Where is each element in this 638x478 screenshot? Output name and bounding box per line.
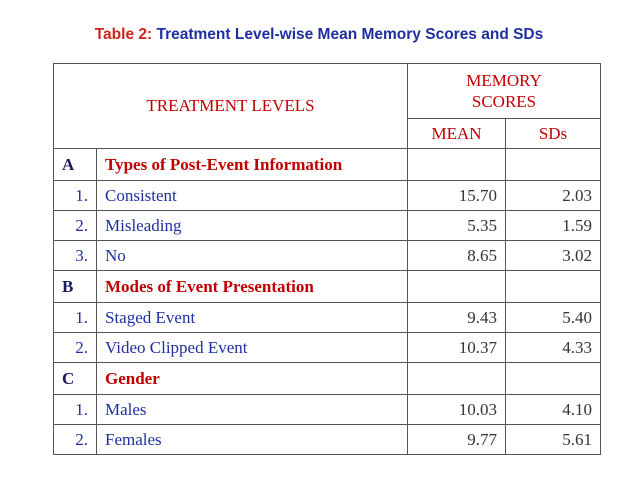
item-row: 2. Video Clipped Event 10.37 4.33 — [53, 332, 601, 363]
item-number: 3. — [53, 240, 97, 271]
mean-value: 9.77 — [407, 424, 506, 455]
sd-value: 2.03 — [505, 180, 601, 211]
mean-value: 10.03 — [407, 394, 506, 425]
empty-cell — [505, 148, 601, 181]
sd-value: 4.33 — [505, 332, 601, 363]
item-label: No — [96, 240, 408, 271]
header-cell: SDs — [505, 118, 601, 149]
mean-value: 9.43 — [407, 302, 506, 333]
header-cell: MEAN — [407, 118, 506, 149]
sd-value: 5.61 — [505, 424, 601, 455]
section-row: B Modes of Event Presentation — [53, 270, 601, 303]
empty-cell — [505, 270, 601, 303]
item-label: Males — [96, 394, 408, 425]
section-title: Modes of Event Presentation — [96, 270, 408, 303]
item-number: 1. — [53, 394, 97, 425]
section-title: Gender — [96, 362, 408, 395]
section-title: Types of Post-Event Information — [96, 148, 408, 181]
item-row: 1. Males 10.03 4.10 — [53, 394, 601, 425]
item-label: Video Clipped Event — [96, 332, 408, 363]
scores-table: TREATMENT LEVELS MEMORY SCORES MEAN SDs … — [53, 63, 601, 455]
item-row: 1. Staged Event 9.43 5.40 — [53, 302, 601, 333]
item-row: 1. Consistent 15.70 2.03 — [53, 180, 601, 211]
table-body: TREATMENT LEVELS MEMORY SCORES MEAN SDs … — [53, 63, 601, 455]
empty-cell — [407, 362, 506, 395]
section-letter: C — [53, 362, 97, 395]
item-label: Staged Event — [96, 302, 408, 333]
table-title: Table 2: Treatment Level-wise Mean Memor… — [0, 26, 638, 44]
section-row: A Types of Post-Event Information — [53, 148, 601, 181]
mean-value: 5.35 — [407, 210, 506, 241]
item-label: Consistent — [96, 180, 408, 211]
header-cell: MEMORY SCORES — [407, 63, 601, 119]
empty-cell — [407, 270, 506, 303]
item-label: Misleading — [96, 210, 408, 241]
empty-cell — [407, 148, 506, 181]
item-number: 2. — [53, 332, 97, 363]
item-label: Females — [96, 424, 408, 455]
item-number: 1. — [53, 302, 97, 333]
item-number: 2. — [53, 424, 97, 455]
item-number: 1. — [53, 180, 97, 211]
section-row: C Gender — [53, 362, 601, 395]
sd-value: 1.59 — [505, 210, 601, 241]
item-number: 2. — [53, 210, 97, 241]
title-label: Table 2: — [94, 26, 153, 43]
item-row: 2. Misleading 5.35 1.59 — [53, 210, 601, 241]
header-row: TREATMENT LEVELS MEMORY SCORES — [53, 63, 601, 149]
item-row: 2. Females 9.77 5.61 — [53, 424, 601, 455]
mean-value: 10.37 — [407, 332, 506, 363]
title-text: Treatment Level-wise Mean Memory Scores … — [156, 26, 544, 43]
header-row: MEAN SDs — [54, 118, 601, 149]
sd-value: 4.10 — [505, 394, 601, 425]
item-row: 3. No 8.65 3.02 — [53, 240, 601, 271]
header-cell: TREATMENT LEVELS — [53, 63, 408, 149]
mean-value: 15.70 — [407, 180, 506, 211]
sd-value: 5.40 — [505, 302, 601, 333]
mean-value: 8.65 — [407, 240, 506, 271]
empty-cell — [505, 362, 601, 395]
sd-value: 3.02 — [505, 240, 601, 271]
section-letter: B — [53, 270, 97, 303]
section-letter: A — [53, 148, 97, 181]
